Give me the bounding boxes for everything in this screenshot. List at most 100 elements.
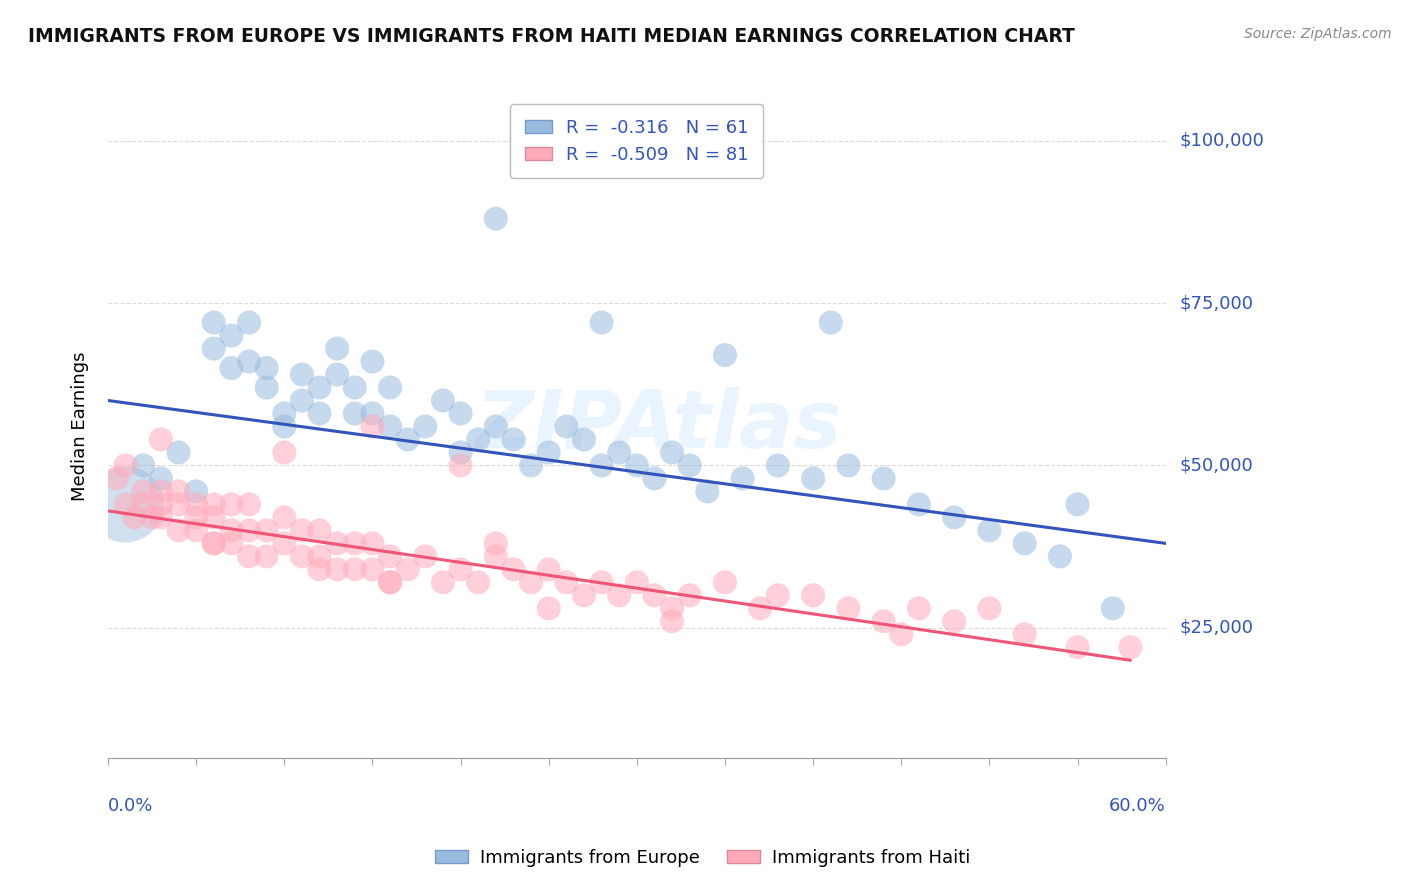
Point (378, 419, 401, 434)
Point (361, 354, 384, 368)
Point (801, 588, 824, 602)
Point (643, 471, 665, 485)
Point (1049, 549, 1071, 564)
Point (537, 601, 560, 615)
Point (1014, 627, 1036, 641)
Point (343, 536, 366, 550)
Point (221, 524, 243, 538)
Text: $100,000: $100,000 (1180, 132, 1264, 150)
Text: $75,000: $75,000 (1180, 294, 1254, 312)
Point (291, 393, 314, 408)
Point (291, 368, 314, 382)
Text: IMMIGRANTS FROM EUROPE VS IMMIGRANTS FROM HAITI MEDIAN EARNINGS CORRELATION CHAR: IMMIGRANTS FROM EUROPE VS IMMIGRANTS FRO… (28, 27, 1076, 45)
Point (607, 588, 630, 602)
Point (167, 484, 190, 499)
Point (238, 497, 260, 511)
Point (149, 510, 172, 524)
Point (572, 588, 595, 602)
Point (308, 524, 330, 538)
Point (114, 497, 136, 511)
Point (238, 354, 260, 368)
Point (572, 433, 595, 447)
Point (361, 536, 384, 550)
Point (591, 316, 613, 330)
Point (132, 458, 155, 473)
Point (308, 549, 330, 564)
Point (326, 342, 349, 356)
Point (502, 562, 524, 576)
Point (343, 380, 366, 394)
Point (202, 316, 225, 330)
Point (184, 484, 207, 499)
Point (378, 575, 401, 590)
Point (766, 588, 789, 602)
Point (132, 497, 155, 511)
Point (890, 627, 912, 641)
Point (450, 458, 472, 473)
Point (343, 562, 366, 576)
Point (238, 316, 260, 330)
Point (591, 458, 613, 473)
Point (450, 407, 472, 421)
Point (1014, 536, 1036, 550)
Point (361, 562, 384, 576)
Point (308, 407, 330, 421)
Point (221, 497, 243, 511)
Point (661, 445, 683, 459)
Point (291, 549, 314, 564)
Point (184, 497, 207, 511)
Point (273, 445, 295, 459)
Point (221, 328, 243, 343)
Point (202, 536, 225, 550)
Text: $50,000: $50,000 (1180, 457, 1253, 475)
Point (837, 458, 859, 473)
Point (256, 549, 278, 564)
Point (149, 471, 172, 485)
Point (607, 445, 630, 459)
Point (555, 575, 578, 590)
Point (450, 562, 472, 576)
Point (537, 445, 560, 459)
Point (124, 510, 146, 524)
Point (1119, 640, 1142, 655)
Point (872, 471, 894, 485)
Point (291, 524, 314, 538)
Point (555, 419, 578, 434)
Point (979, 601, 1001, 615)
Point (238, 549, 260, 564)
Point (1101, 601, 1123, 615)
Point (432, 393, 454, 408)
Text: 0.0%: 0.0% (108, 797, 153, 814)
Y-axis label: Median Earnings: Median Earnings (72, 351, 89, 501)
Point (184, 510, 207, 524)
Point (238, 524, 260, 538)
Point (661, 601, 683, 615)
Point (149, 433, 172, 447)
Point (413, 549, 436, 564)
Point (202, 510, 225, 524)
Point (485, 419, 508, 434)
Point (467, 575, 489, 590)
Point (908, 497, 931, 511)
Text: 60.0%: 60.0% (1109, 797, 1166, 814)
Point (820, 316, 842, 330)
Point (202, 497, 225, 511)
Point (749, 601, 772, 615)
Point (432, 575, 454, 590)
Point (167, 497, 190, 511)
Point (149, 497, 172, 511)
Point (273, 407, 295, 421)
Point (485, 549, 508, 564)
Point (413, 419, 436, 434)
Point (256, 380, 278, 394)
Point (872, 615, 894, 629)
Point (221, 361, 243, 376)
Point (626, 575, 648, 590)
Point (485, 211, 508, 226)
Point (396, 433, 419, 447)
Point (714, 348, 737, 362)
Point (378, 380, 401, 394)
Point (1066, 497, 1088, 511)
Point (696, 484, 718, 499)
Point (378, 549, 401, 564)
